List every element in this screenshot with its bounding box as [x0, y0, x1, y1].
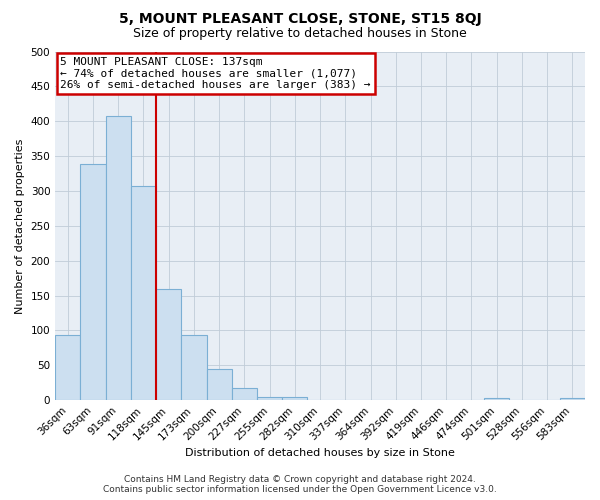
- Bar: [257, 398, 282, 400]
- Bar: [282, 398, 307, 400]
- Bar: [55, 336, 80, 400]
- Y-axis label: Number of detached properties: Number of detached properties: [15, 138, 25, 314]
- Bar: [156, 288, 181, 400]
- Bar: [206, 369, 232, 400]
- Text: 5, MOUNT PLEASANT CLOSE, STONE, ST15 8QJ: 5, MOUNT PLEASANT CLOSE, STONE, ST15 8QJ: [119, 12, 481, 26]
- Text: 5 MOUNT PLEASANT CLOSE: 137sqm
← 74% of detached houses are smaller (1,077)
26% : 5 MOUNT PLEASANT CLOSE: 137sqm ← 74% of …: [61, 56, 371, 90]
- Bar: [181, 336, 206, 400]
- Text: Contains HM Land Registry data © Crown copyright and database right 2024.
Contai: Contains HM Land Registry data © Crown c…: [103, 474, 497, 494]
- Bar: [106, 116, 131, 400]
- Bar: [80, 164, 106, 400]
- X-axis label: Distribution of detached houses by size in Stone: Distribution of detached houses by size …: [185, 448, 455, 458]
- Bar: [131, 186, 156, 400]
- Bar: [560, 398, 585, 400]
- Bar: [484, 398, 509, 400]
- Text: Size of property relative to detached houses in Stone: Size of property relative to detached ho…: [133, 28, 467, 40]
- Bar: [232, 388, 257, 400]
